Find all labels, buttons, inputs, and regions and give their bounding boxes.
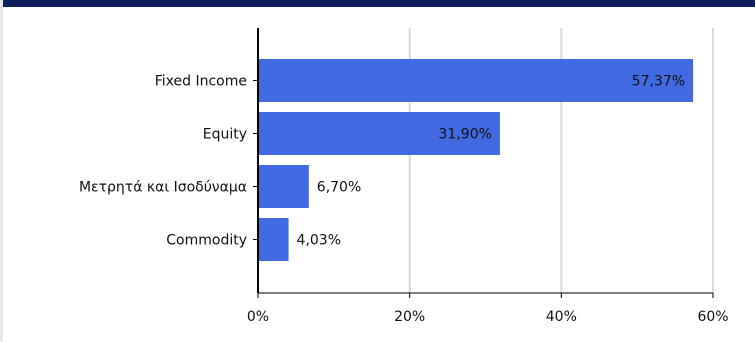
x-tick-label-2: 40%: [546, 309, 577, 325]
bar-chart: Fixed Income 57,37% Equity 31,90% Μετρητά κα…: [79, 28, 729, 325]
bar-0: [258, 59, 694, 102]
bar-3: [258, 218, 289, 261]
data-label-2: 6,70%: [317, 180, 361, 196]
category-label-1: Equity: [203, 127, 247, 143]
data-label-0: 57,37%: [632, 74, 685, 90]
category-label-0: Fixed Income: [155, 74, 247, 90]
x-tick-label-1: 20%: [394, 309, 425, 325]
x-tick-label-3: 60%: [697, 309, 728, 325]
x-tick-label-0: 0%: [247, 309, 269, 325]
category-label-3: Commodity: [166, 233, 247, 249]
data-label-3: 4,03%: [297, 233, 341, 249]
header-bar: [3, 0, 755, 7]
data-label-1: 31,90%: [439, 127, 492, 143]
category-label-2: Μετρητά και Ισοδύναμα: [79, 180, 247, 196]
bar-1: [258, 112, 500, 155]
bar-2: [258, 165, 309, 208]
